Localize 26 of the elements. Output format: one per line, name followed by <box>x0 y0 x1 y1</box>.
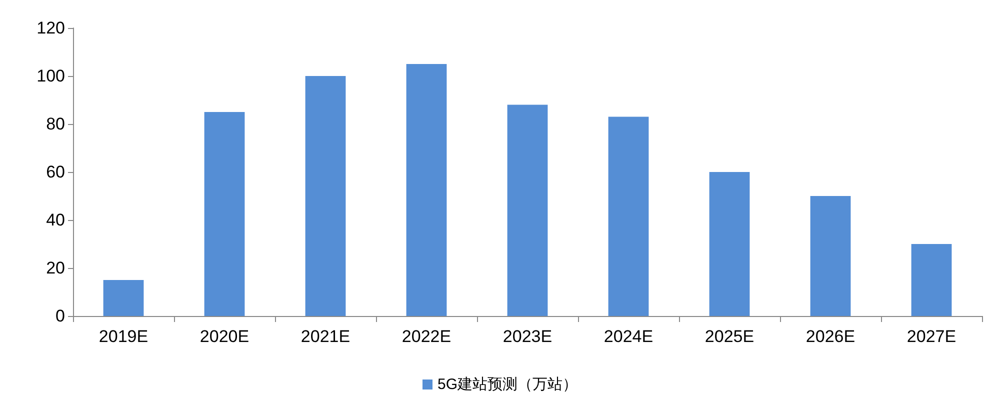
y-tick-label: 80 <box>46 114 65 134</box>
x-tick-label: 2022E <box>402 327 452 346</box>
y-tick-label: 40 <box>46 210 65 230</box>
bar <box>810 196 851 316</box>
x-tick-label: 2023E <box>502 327 552 346</box>
x-tick-label: 2027E <box>906 327 956 346</box>
y-tick-label: 20 <box>46 258 65 278</box>
x-tick-label: 2021E <box>300 327 350 346</box>
x-tick-label: 2024E <box>604 327 654 346</box>
bar <box>406 64 447 316</box>
x-tick-label: 2019E <box>98 327 148 346</box>
y-tick-label: 120 <box>36 18 65 38</box>
bar <box>608 116 649 316</box>
bar <box>507 104 548 316</box>
y-tick-label: 60 <box>46 162 65 182</box>
y-tick-label: 0 <box>56 306 65 326</box>
bar <box>709 172 750 316</box>
x-tick-label: 2025E <box>704 327 754 346</box>
legend-label: 5G建站预测（万站） <box>437 376 578 393</box>
y-tick-label: 100 <box>36 66 65 86</box>
x-tick-label: 2020E <box>200 327 250 346</box>
bar <box>103 280 144 316</box>
bar <box>204 112 245 316</box>
x-tick-label: 2026E <box>806 327 856 346</box>
bar <box>305 76 346 316</box>
bar <box>911 244 952 316</box>
